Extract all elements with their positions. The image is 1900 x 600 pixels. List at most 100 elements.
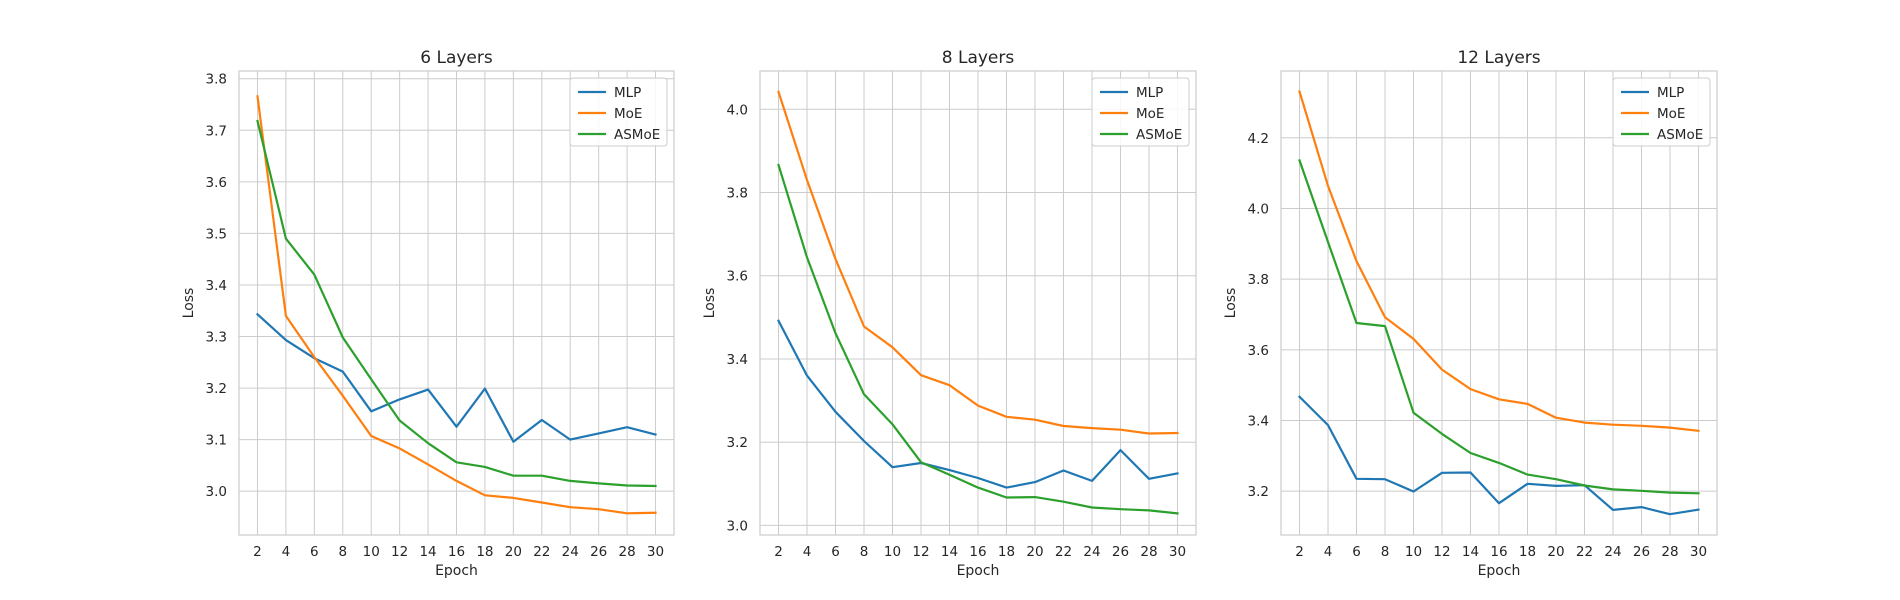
series-line-moe [1298,90,1700,433]
series-line-mlp [777,319,1179,489]
x-tick-label: 2 [774,544,783,560]
y-axis-label: Loss [702,288,718,319]
chart-title: 8 Layers [942,48,1015,68]
y-tick-label: 3.6 [1248,343,1269,359]
y-tick-label: 3.4 [206,278,227,294]
y-tick-label: 3.4 [727,352,748,368]
y-tick-label: 3.8 [727,186,748,202]
legend-label: MLP [614,85,641,101]
y-tick-label: 3.2 [1248,484,1269,500]
x-tick-label: 4 [1324,544,1333,560]
y-tick-label: 3.0 [727,518,748,534]
legend-label: MoE [614,106,642,122]
x-tick-label: 14 [941,544,958,560]
legend: MLP MoE ASMoE [569,77,668,147]
y-tick-label: 3.1 [206,433,227,449]
x-tick-label: 20 [505,544,522,560]
y-tick-label: 3.5 [206,226,227,242]
x-tick-label: 16 [969,544,986,560]
legend-box [569,77,668,147]
chart-panel-1: 2 4 6 8 10 12 14 16 18 20 22 24 26 28 303.03.13.23.33.… [181,48,675,579]
x-tick-label: 28 [1661,544,1678,560]
x-tick-label: 16 [1490,544,1507,560]
y-tick-label: 3.6 [727,269,748,285]
x-tick-label: 12 [391,544,408,560]
legend-label: MoE [1657,106,1685,122]
x-tick-label: 24 [562,544,579,560]
legend-box [1091,77,1190,147]
x-tick-label: 14 [1462,544,1479,560]
legend-label: MoE [1136,106,1164,122]
x-tick-label: 30 [1690,544,1707,560]
series-line-moe [256,95,657,515]
y-axis-label: Loss [1223,288,1239,319]
x-tick-label: 28 [618,544,635,560]
x-tick-label: 26 [1112,544,1129,560]
legend-label: ASMoE [1657,127,1703,143]
series-line-moe [777,90,1179,435]
x-tick-label: 28 [1140,544,1157,560]
x-tick-label: 30 [1169,544,1186,560]
x-tick-label: 22 [1576,544,1593,560]
chart-title: 6 Layers [420,48,493,68]
x-tick-label: 16 [448,544,465,560]
y-tick-label: 3.2 [206,381,227,397]
series-line-asmoe [777,163,1179,515]
x-tick-label: 6 [831,544,840,560]
axes-frame [1280,70,1718,536]
y-tick-label: 3.8 [1248,272,1269,288]
x-tick-label: 18 [1519,544,1536,560]
legend-label: MLP [1657,85,1684,101]
y-tick-label: 4.0 [1248,201,1269,217]
x-tick-label: 24 [1604,544,1621,560]
series-line-mlp [255,312,657,443]
x-tick-label: 8 [1381,544,1390,560]
x-tick-label: 10 [363,544,380,560]
x-axis-label: Epoch [435,563,478,579]
y-tick-label: 3.7 [206,123,227,139]
x-tick-label: 10 [1405,544,1422,560]
y-tick-label: 3.4 [1248,414,1269,430]
x-tick-label: 4 [803,544,812,560]
x-tick-label: 18 [476,544,493,560]
x-axis-label: Epoch [957,563,1000,579]
x-tick-label: 2 [1295,544,1304,560]
x-tick-label: 26 [590,544,607,560]
x-tick-label: 6 [310,544,319,560]
x-tick-label: 14 [419,544,436,560]
axes-frame [238,70,675,536]
x-tick-label: 8 [860,544,869,560]
y-axis-label: Loss [181,288,197,319]
legend: MLP MoE ASMoE [1612,77,1711,147]
x-axis-label: Epoch [1478,563,1521,579]
x-tick-label: 26 [1633,544,1650,560]
legend-label: ASMoE [1136,127,1182,143]
x-tick-label: 24 [1083,544,1100,560]
x-tick-label: 20 [1547,544,1564,560]
y-tick-label: 3.8 [206,72,227,88]
x-tick-label: 6 [1352,544,1361,560]
x-tick-label: 18 [998,544,1015,560]
series-line-asmoe [256,119,657,488]
chart-panel-2: 2 4 6 8 10 12 14 16 18 20 22 24 26 28 303.03.23.43.63.… [702,48,1197,579]
series-line-asmoe [1298,158,1700,495]
y-tick-label: 3.2 [727,435,748,451]
chart-title: 12 Layers [1457,48,1540,68]
chart-panel-3: 2 4 6 8 10 12 14 16 18 20 22 24 26 28 303.23.43.63.84.… [1223,48,1718,579]
axes-frame [759,70,1197,536]
x-tick-label: 22 [1055,544,1072,560]
x-tick-label: 22 [533,544,550,560]
x-tick-label: 12 [912,544,929,560]
x-tick-label: 8 [338,544,347,560]
y-tick-label: 3.6 [206,175,227,191]
y-tick-label: 3.0 [206,484,227,500]
legend-label: ASMoE [614,127,660,143]
x-tick-label: 4 [282,544,291,560]
y-tick-label: 4.0 [727,102,748,118]
x-tick-label: 10 [884,544,901,560]
x-tick-label: 2 [253,544,262,560]
series-line-mlp [1297,395,1700,516]
legend-box [1612,77,1711,147]
x-tick-label: 20 [1026,544,1043,560]
